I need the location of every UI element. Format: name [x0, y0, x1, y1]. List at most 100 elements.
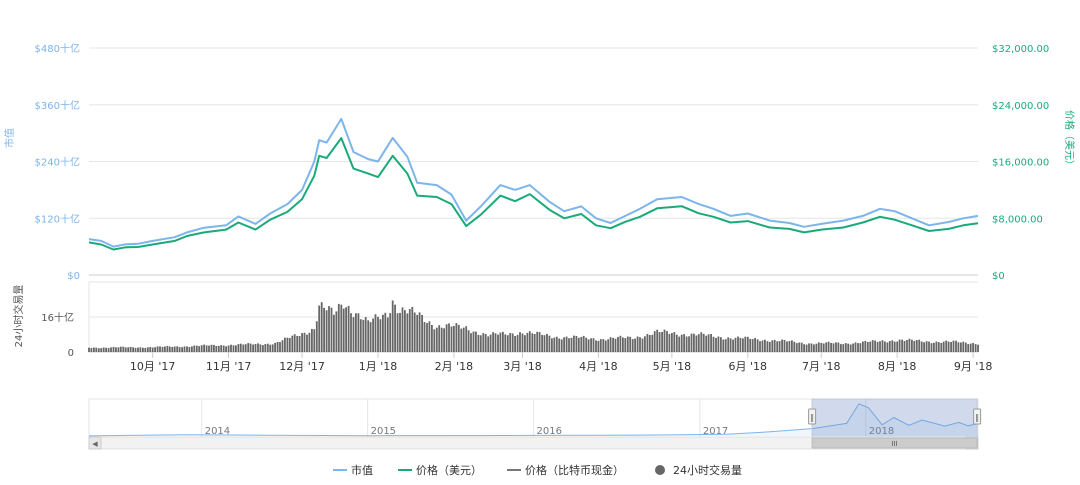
- volume-bar[interactable]: [406, 313, 409, 352]
- navigator-handle-right[interactable]: ‖: [973, 408, 982, 425]
- volume-bar[interactable]: [619, 335, 622, 352]
- volume-bar[interactable]: [144, 348, 147, 352]
- volume-bar[interactable]: [573, 335, 575, 352]
- volume-bar[interactable]: [401, 307, 404, 352]
- volume-bar[interactable]: [435, 327, 438, 352]
- volume-bar[interactable]: [264, 344, 267, 352]
- volume-bar[interactable]: [940, 342, 943, 352]
- volume-bar[interactable]: [697, 334, 700, 352]
- volume-bar[interactable]: [915, 340, 918, 352]
- volume-bar[interactable]: [808, 343, 810, 352]
- volume-bar[interactable]: [604, 340, 607, 353]
- volume-bar[interactable]: [925, 341, 928, 352]
- volume-bar[interactable]: [631, 339, 634, 352]
- volume-bar[interactable]: [484, 334, 487, 352]
- volume-bar[interactable]: [778, 341, 781, 352]
- volume-bar[interactable]: [685, 336, 688, 353]
- volume-bar[interactable]: [247, 343, 250, 352]
- volume-bar[interactable]: [911, 339, 913, 352]
- volume-bar[interactable]: [862, 341, 864, 353]
- volume-bar[interactable]: [893, 341, 896, 352]
- volume-bar[interactable]: [460, 328, 463, 352]
- volume-bar[interactable]: [653, 331, 656, 352]
- volume-bar[interactable]: [318, 305, 321, 353]
- volume-bar[interactable]: [864, 340, 867, 352]
- volume-bar[interactable]: [355, 313, 357, 352]
- volume-bar[interactable]: [553, 337, 556, 352]
- volume-bar[interactable]: [866, 342, 869, 352]
- volume-bar[interactable]: [308, 332, 311, 352]
- volume-bar[interactable]: [475, 331, 477, 352]
- volume-bar[interactable]: [612, 337, 614, 352]
- volume-bar[interactable]: [296, 335, 299, 352]
- volume-bar[interactable]: [367, 320, 370, 352]
- volume-bar[interactable]: [284, 337, 286, 352]
- volume-bar[interactable]: [746, 336, 749, 352]
- volume-bar[interactable]: [546, 333, 548, 352]
- volume-bar[interactable]: [646, 334, 649, 352]
- volume-bar[interactable]: [279, 342, 281, 352]
- volume-bar[interactable]: [335, 311, 338, 352]
- volume-bar[interactable]: [788, 341, 791, 352]
- volume-bar[interactable]: [166, 345, 169, 352]
- volume-bar[interactable]: [369, 322, 372, 352]
- volume-bar[interactable]: [629, 336, 632, 352]
- volume-bar[interactable]: [776, 341, 779, 352]
- volume-bar[interactable]: [920, 341, 923, 353]
- volume-bar[interactable]: [408, 309, 411, 352]
- volume-bar[interactable]: [933, 342, 935, 352]
- volume-bar[interactable]: [964, 342, 967, 352]
- volume-bar[interactable]: [208, 345, 210, 352]
- volume-bar[interactable]: [514, 336, 516, 352]
- volume-bar[interactable]: [935, 341, 938, 353]
- volume-bar[interactable]: [479, 335, 482, 352]
- volume-bar[interactable]: [333, 314, 335, 352]
- volume-bar[interactable]: [972, 343, 974, 352]
- navigator-handle-left[interactable]: ‖: [808, 408, 817, 425]
- volume-bar[interactable]: [450, 326, 453, 353]
- volume-bar[interactable]: [749, 338, 752, 352]
- volume-bar[interactable]: [702, 333, 705, 352]
- volume-bar[interactable]: [448, 323, 450, 352]
- volume-bar[interactable]: [700, 332, 703, 352]
- volume-bar[interactable]: [252, 344, 254, 353]
- volume-bar[interactable]: [288, 338, 291, 352]
- volume-bar[interactable]: [634, 338, 636, 352]
- volume-bar[interactable]: [663, 329, 666, 352]
- volume-bar[interactable]: [286, 337, 289, 352]
- volume-bar[interactable]: [622, 337, 624, 353]
- volume-bar[interactable]: [311, 328, 313, 352]
- volume-bar[interactable]: [781, 339, 783, 353]
- volume-bar[interactable]: [438, 325, 441, 352]
- volume-bar[interactable]: [798, 342, 801, 353]
- volume-bar[interactable]: [372, 318, 374, 353]
- volume-bar[interactable]: [237, 344, 240, 352]
- volume-bar[interactable]: [482, 333, 485, 352]
- volume-bar[interactable]: [541, 335, 543, 352]
- volume-bar[interactable]: [440, 327, 443, 352]
- volume-bar[interactable]: [744, 336, 747, 352]
- volume-bar[interactable]: [580, 337, 583, 352]
- volume-bar[interactable]: [176, 346, 179, 352]
- volume-bar[interactable]: [521, 333, 524, 353]
- volume-bar[interactable]: [215, 346, 218, 352]
- volume-bar[interactable]: [149, 347, 152, 352]
- volume-bar[interactable]: [810, 343, 813, 353]
- volume-bar[interactable]: [538, 332, 541, 352]
- volume-bar[interactable]: [742, 338, 744, 352]
- volume-bar[interactable]: [712, 336, 715, 352]
- volume-bar[interactable]: [377, 316, 379, 352]
- volume-bar[interactable]: [658, 332, 661, 352]
- volume-bar[interactable]: [751, 339, 754, 352]
- volume-bar[interactable]: [923, 342, 925, 352]
- volume-bar[interactable]: [154, 347, 156, 352]
- volume-bar[interactable]: [418, 312, 421, 352]
- volume-bar[interactable]: [244, 344, 247, 352]
- volume-bar[interactable]: [680, 334, 683, 352]
- volume-bar[interactable]: [668, 333, 671, 352]
- volume-bar[interactable]: [666, 331, 668, 352]
- volume-bar[interactable]: [913, 340, 916, 352]
- volume-bar[interactable]: [617, 336, 619, 352]
- volume-bar[interactable]: [734, 337, 737, 352]
- volume-bar[interactable]: [764, 339, 766, 352]
